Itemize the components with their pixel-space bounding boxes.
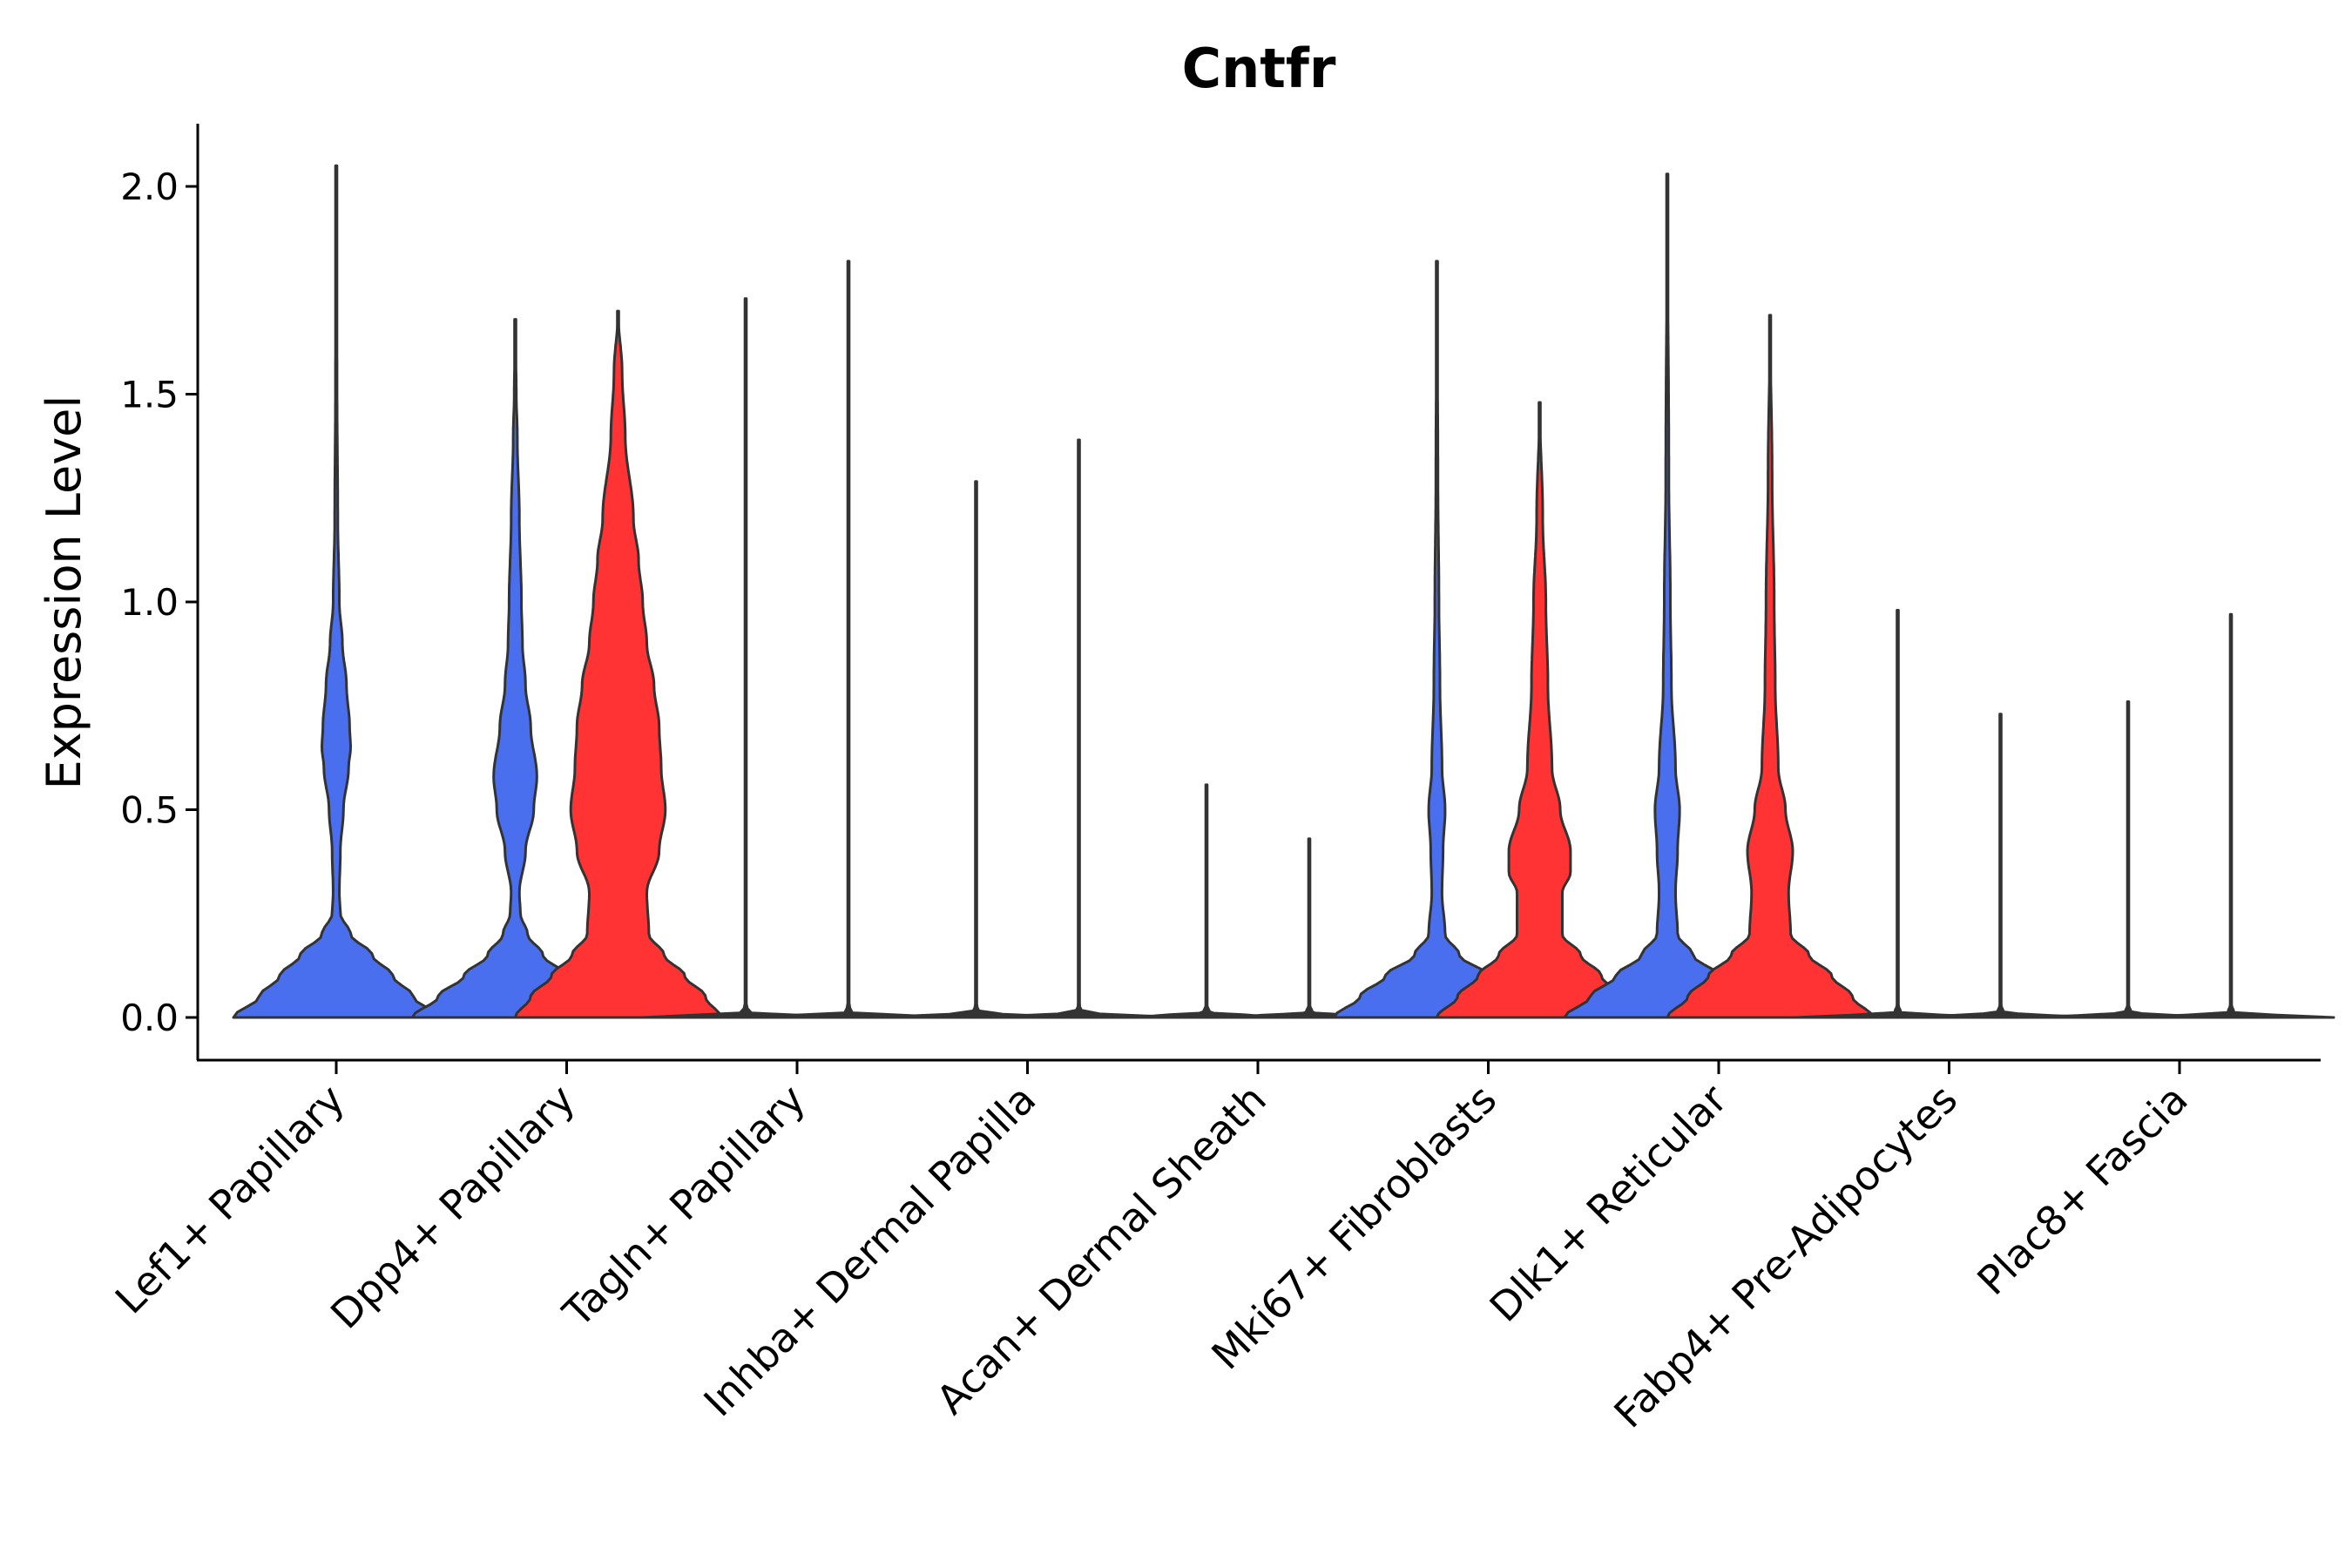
x-tick-label: Plac8+ Fascia [1968, 1076, 2196, 1304]
x-tick-label: Dlk1+ Reticular [1481, 1076, 1736, 1331]
x-tick-label: Dpp4+ Papillary [321, 1076, 584, 1338]
violin-layer [232, 164, 2335, 1019]
y-tick-label: 0.5 [120, 789, 179, 832]
violin-tagln-papillary-red [744, 260, 953, 1019]
y-tick-label: 1.5 [120, 374, 179, 416]
x-tick-label: Lef1+ Papillary [106, 1076, 354, 1323]
violin-dpp4-papillary-blue [411, 318, 619, 1019]
violin-dlk1-reticular-red [1666, 314, 1875, 1019]
violin-plac8-fascia-blue [2024, 700, 2233, 1019]
violin-fabp4-pre-adipocytes-blue [1794, 609, 2002, 1019]
y-tick-label: 0.0 [120, 997, 179, 1039]
violin-acan-dermal-sheath-blue [1102, 783, 1311, 1019]
chart-title: Cntfr [1182, 37, 1336, 100]
violin-tagln-papillary-blue [641, 297, 850, 1019]
y-tick-label: 2.0 [120, 166, 179, 208]
violin-mki67-fibroblasts-red [1436, 401, 1644, 1019]
violin-inhba-dermal-papilla-red [975, 438, 1183, 1019]
violin-inhba-dermal-papilla-blue [872, 480, 1080, 1019]
y-tick-label: 1.0 [120, 581, 179, 624]
violin-plac8-fascia-red [2126, 612, 2335, 1019]
violin-dlk1-reticular-blue [1563, 172, 1772, 1019]
y-axis-label: Expression Level [37, 395, 91, 790]
violin-dpp4-papillary-red [514, 309, 722, 1019]
violin-acan-dermal-sheath-red [1205, 837, 1414, 1019]
violin-fabp4-pre-adipocytes-red [1896, 713, 2105, 1019]
x-tick-label: Tagln+ Papillary [553, 1076, 814, 1337]
y-ticks: 0.0 0.5 1.0 1.5 2.0 [120, 166, 198, 1039]
violin-mki67-fibroblasts-blue [1333, 260, 1541, 1019]
violin-lef1-papillary-blue [232, 164, 441, 1019]
